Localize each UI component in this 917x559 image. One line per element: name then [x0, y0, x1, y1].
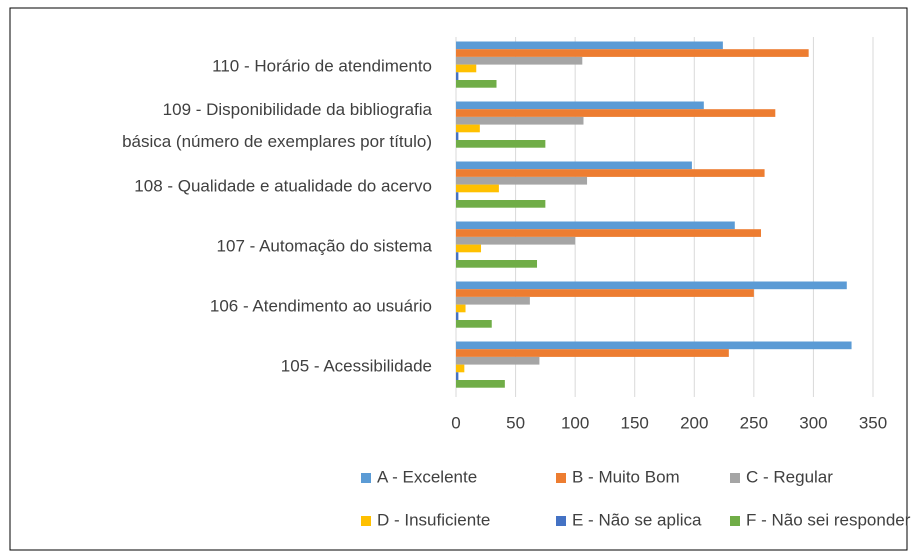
bar — [456, 80, 497, 88]
legend-swatch — [556, 473, 566, 483]
chart-frame — [9, 7, 908, 551]
bar — [456, 49, 809, 57]
legend-label: A - Excelente — [377, 467, 477, 486]
x-tick-label: 350 — [859, 413, 887, 432]
bar — [456, 260, 538, 268]
bar — [456, 244, 482, 253]
legend-swatch — [556, 516, 566, 526]
bar — [456, 109, 776, 117]
bar — [456, 364, 465, 373]
bar — [456, 101, 704, 110]
bar — [456, 140, 546, 148]
bar — [456, 289, 754, 297]
legend-label: B - Muito Bom — [572, 467, 680, 486]
legend-swatch — [361, 473, 371, 483]
bar — [456, 372, 459, 380]
legend-label: E - Não se aplica — [572, 510, 702, 529]
bar — [456, 124, 480, 133]
legend-swatch — [361, 516, 371, 526]
x-tick-label: 300 — [799, 413, 827, 432]
bar — [456, 380, 505, 388]
bar — [456, 236, 576, 245]
bar — [456, 176, 588, 185]
y-tick-label: 107 - Automação do sistema — [217, 236, 433, 255]
bar — [456, 296, 530, 305]
bar — [456, 132, 459, 140]
y-tick-label: 106 - Atendimento ao usuário — [210, 296, 432, 315]
legend-swatch — [730, 516, 740, 526]
bar — [456, 192, 459, 200]
bar — [456, 56, 583, 65]
legend-label: F - Não sei responder — [746, 510, 911, 529]
y-tick-label: 105 - Acessibilidade — [281, 356, 432, 375]
bar — [456, 116, 584, 125]
x-tick-label: 200 — [680, 413, 708, 432]
y-tick-label: 109 - Disponibilidade da bibliografia bás… — [122, 100, 432, 151]
bar — [456, 161, 692, 170]
bar — [456, 320, 492, 328]
bar — [456, 184, 499, 193]
bar — [456, 221, 735, 230]
bar — [456, 281, 847, 290]
bar — [456, 200, 546, 208]
bar — [456, 349, 729, 357]
x-tick-label: 50 — [506, 413, 525, 432]
bar — [456, 312, 459, 320]
x-tick-label: 100 — [561, 413, 589, 432]
bar — [456, 229, 762, 237]
bar — [456, 252, 459, 260]
bar — [456, 341, 852, 350]
legend-swatch — [730, 473, 740, 483]
bar — [456, 72, 459, 80]
bar — [456, 356, 540, 365]
x-tick-label: 150 — [621, 413, 649, 432]
bar — [456, 304, 466, 313]
y-tick-label: 110 - Horário de atendimento — [212, 56, 432, 75]
x-tick-label: 0 — [451, 413, 460, 432]
bar — [456, 64, 477, 73]
bar — [456, 169, 765, 177]
legend-label: C - Regular — [746, 467, 833, 486]
bar — [456, 41, 723, 50]
x-tick-label: 250 — [740, 413, 768, 432]
y-tick-label: 108 - Qualidade e atualidade do acervo — [134, 176, 432, 195]
legend-label: D - Insuficiente — [377, 510, 490, 529]
